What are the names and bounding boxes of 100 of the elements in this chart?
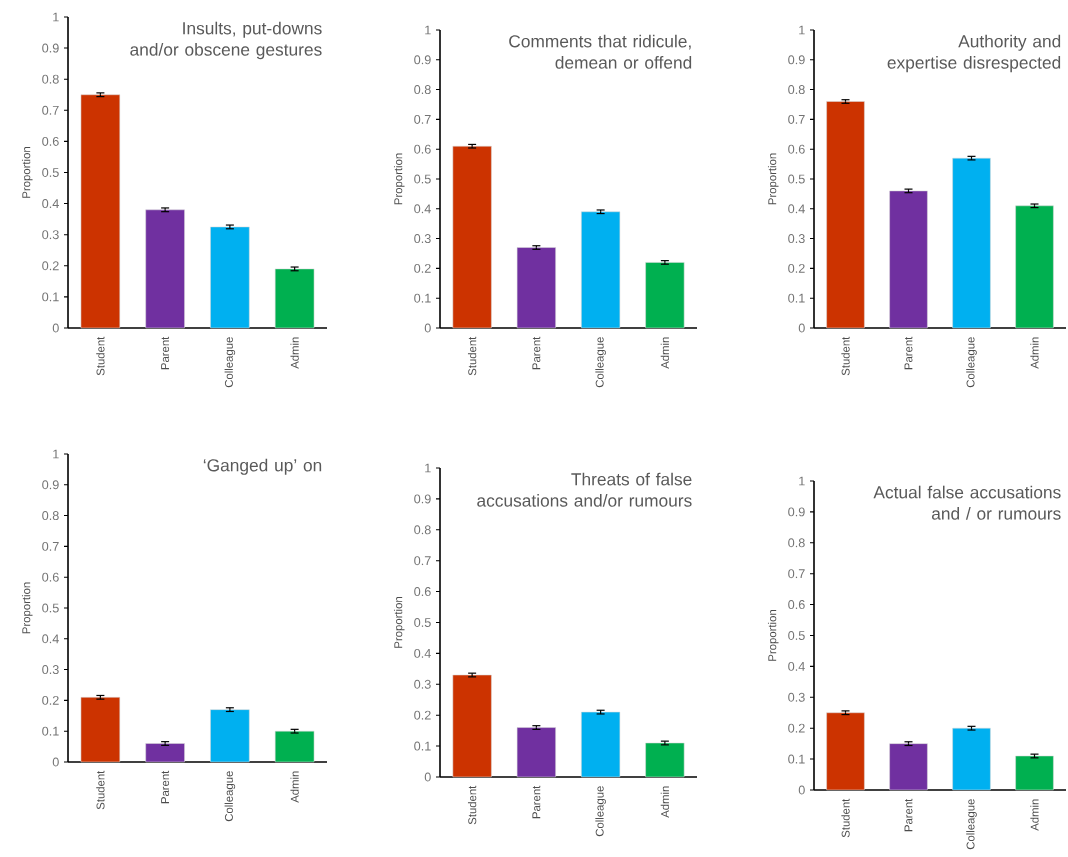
- bar: [645, 262, 685, 329]
- bar: [952, 157, 991, 329]
- bar: [274, 730, 315, 763]
- y-tick-label: 0.3: [42, 230, 59, 240]
- y-tick-label: 0.1: [788, 293, 805, 303]
- y-tick-label: 0.3: [788, 692, 805, 702]
- bar: [952, 727, 991, 791]
- x-tick-label: Admin: [660, 786, 670, 818]
- y-tick-label: 0.9: [42, 480, 59, 490]
- y-axis-title: Proportion: [393, 597, 405, 648]
- bar: [645, 742, 685, 778]
- y-tick-label: 0.2: [788, 263, 805, 273]
- y-tick-label: 0: [798, 323, 805, 333]
- y-tick-label: 0.8: [42, 74, 59, 84]
- y-tick-label: 1: [53, 449, 59, 459]
- x-tick-label: Colleague: [966, 337, 977, 388]
- bar: [210, 709, 250, 763]
- y-tick-label: 0.4: [414, 648, 431, 658]
- y-tick-label: 0.3: [414, 679, 431, 689]
- y-tick-label: 1: [425, 25, 431, 35]
- y-tick-label: 0.1: [414, 293, 431, 303]
- x-tick-label: Student: [467, 785, 477, 825]
- x-tick-label: Student: [96, 336, 105, 376]
- y-tick-label: 0.1: [788, 754, 805, 764]
- y-tick-label: 0.2: [414, 263, 431, 273]
- y-tick-label: 0.7: [42, 105, 59, 115]
- x-tick-label: Admin: [1030, 799, 1039, 831]
- bar: [516, 727, 556, 778]
- x-tick-label: Admin: [1030, 337, 1039, 369]
- bar: [581, 711, 621, 778]
- bar: [516, 247, 556, 329]
- x-tick-label: Parent: [904, 798, 913, 832]
- y-tick-label: 0.5: [788, 174, 805, 184]
- bar: [826, 712, 865, 791]
- y-tick-label: 0.9: [414, 494, 431, 504]
- y-tick-label: 0.5: [414, 174, 431, 184]
- y-tick-label: 0: [424, 772, 431, 782]
- x-tick-label: Parent: [161, 336, 170, 370]
- y-tick-label: 0.8: [42, 511, 59, 521]
- y-axis-title: Proportion: [767, 153, 779, 205]
- bar: [889, 190, 928, 329]
- bar: [80, 697, 121, 763]
- x-tick-label: Colleague: [595, 786, 606, 837]
- y-tick-label: 0.4: [788, 204, 805, 214]
- y-tick-label: 0.6: [42, 136, 59, 146]
- x-tick-label: Student: [96, 770, 105, 810]
- y-tick-label: 0.1: [42, 726, 59, 736]
- text: Insults, put-downs and/or obscene gestures: [130, 21, 322, 60]
- y-tick-label: 0.4: [788, 661, 805, 671]
- text: Threats of false accusations and/or rumours: [477, 472, 692, 507]
- y-tick-label: 0.8: [788, 85, 805, 95]
- x-tick-label: Admin: [290, 771, 299, 803]
- bar: [210, 226, 250, 329]
- y-tick-label: 0.9: [788, 507, 805, 517]
- x-tick-label: Admin: [660, 337, 670, 369]
- x-tick-label: Student: [841, 798, 850, 838]
- y-tick-label: 0.8: [414, 525, 431, 535]
- y-tick-label: 1: [425, 463, 431, 473]
- x-tick-label: Student: [841, 336, 850, 376]
- y-tick-label: 0: [424, 323, 431, 333]
- y-tick-label: 1: [53, 12, 59, 22]
- y-tick-label: 0.9: [414, 55, 431, 65]
- y-tick-label: 0.7: [42, 541, 59, 551]
- y-tick-label: 0.6: [42, 572, 59, 582]
- y-tick-label: 0.7: [414, 556, 431, 566]
- y-tick-label: 0.7: [414, 114, 431, 124]
- x-tick-label: Student: [467, 336, 477, 376]
- y-tick-label: 0.1: [42, 292, 59, 302]
- bar: [274, 268, 315, 329]
- y-tick-label: 0.2: [42, 261, 59, 271]
- y-tick-label: 0.6: [788, 144, 805, 154]
- y-tick-label: 1: [799, 25, 805, 35]
- y-tick-label: 0.1: [414, 741, 431, 751]
- x-tick-label: Colleague: [224, 337, 236, 388]
- bar: [80, 94, 121, 329]
- y-tick-label: 0.6: [414, 144, 431, 154]
- y-tick-label: 0.5: [414, 618, 431, 627]
- x-tick-label: Parent: [161, 770, 170, 804]
- bar: [1015, 755, 1054, 791]
- x-tick-label: Colleague: [966, 799, 977, 850]
- y-tick-label: 0.6: [788, 600, 805, 610]
- y-tick-label: 0.3: [788, 234, 805, 244]
- y-tick-label: 0.3: [414, 234, 431, 244]
- text: Authority and expertise disrespected: [887, 34, 1061, 73]
- bar: [452, 674, 492, 778]
- y-tick-label: 0.5: [788, 631, 805, 640]
- text: Actual false accusations and / or rumours: [873, 485, 1061, 520]
- x-tick-label: Colleague: [595, 337, 606, 388]
- y-tick-label: 0.4: [414, 204, 431, 214]
- y-tick-label: 0.5: [42, 168, 59, 177]
- x-tick-label: Colleague: [224, 771, 236, 822]
- y-tick-label: 0: [52, 757, 59, 767]
- x-tick-label: Parent: [904, 336, 913, 370]
- y-tick-label: 0.8: [414, 85, 431, 95]
- bar: [452, 145, 492, 329]
- y-tick-label: 0.2: [414, 710, 431, 720]
- bar: [1015, 205, 1054, 329]
- y-tick-label: 0.4: [42, 199, 59, 209]
- y-tick-label: 0: [52, 323, 59, 333]
- y-tick-label: 0.6: [414, 587, 431, 597]
